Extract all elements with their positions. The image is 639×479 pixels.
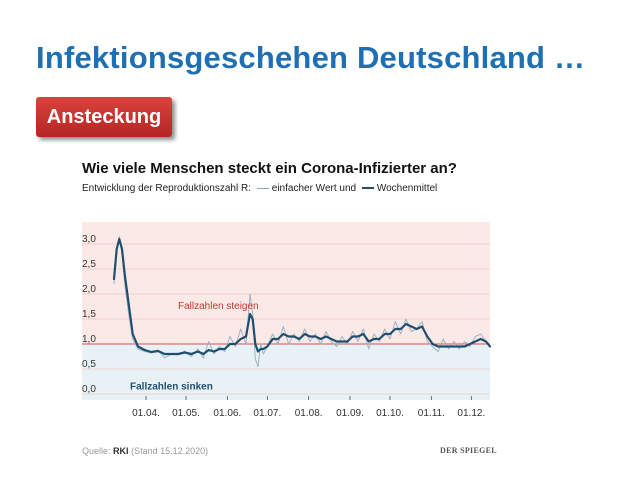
source-prefix: Quelle: [82, 446, 111, 456]
y-tick-label: 2,5 [82, 259, 96, 270]
chart-grid [82, 243, 490, 395]
x-tick-label: 01.12. [457, 408, 485, 419]
x-tick-label: 01.11. [418, 408, 445, 419]
chart-bands [82, 222, 490, 400]
section-badge: Ansteckung [36, 97, 172, 137]
series-line-weekly [112, 237, 492, 356]
x-axis-ticks: 01.04. 01.05. 01.06. 01.07. 01.08. 01.09. 01.1… [132, 396, 485, 419]
x-tick-label: 01.07. [253, 408, 281, 419]
x-tick-label: 01.08. [295, 408, 323, 419]
chart-series [112, 236, 492, 367]
y-axis-ticks: 0,0 0,5 1,0 1,5 2,0 2,5 3,0 [82, 234, 96, 395]
area-label-falling: Fallzahlen sinken [130, 382, 213, 393]
y-tick-label: 3,0 [82, 234, 96, 245]
chart-source: Quelle: RKI (Stand 15.12.2020) [82, 446, 208, 456]
x-tick-label: 01.10. [376, 408, 404, 419]
area-label-rising: Fallzahlen steigen [178, 301, 259, 312]
publisher-logo: DER SPIEGEL [440, 446, 497, 455]
area-labels: Fallzahlen steigen Fallzahlen sinken [130, 301, 259, 393]
y-tick-label: 1,5 [82, 309, 96, 320]
x-tick-label: 01.06. [213, 408, 241, 419]
band-rising [82, 222, 490, 344]
legend-weekly-swatch [361, 187, 374, 190]
slide-title: Infektionsgeschehen Deutschland … [36, 40, 586, 75]
y-tick-label: 1,0 [82, 334, 96, 345]
source-name: RKI [113, 446, 129, 456]
y-tick-label: 0,5 [82, 359, 96, 370]
legend-daily-swatch [256, 187, 269, 189]
x-tick-label: 01.04. [132, 408, 160, 419]
chart-title: Wie viele Menschen steckt ein Corona-Inf… [82, 160, 457, 177]
legend-weekly-label: Wochenmittel [376, 183, 438, 194]
chart-subtitle: Entwicklung der Reproduktionszahl R: ein… [82, 183, 437, 194]
y-tick-label: 2,0 [82, 284, 96, 295]
legend-daily-label: einfacher Wert und [271, 183, 357, 194]
source-date: (Stand 15.12.2020) [131, 446, 209, 456]
x-tick-label: 01.09. [336, 408, 364, 419]
x-tick-label: 01.05. [172, 408, 200, 419]
subtitle-start: Entwicklung der Reproduktionszahl R: [82, 183, 251, 194]
band-falling [82, 344, 490, 400]
y-tick-label: 0,0 [82, 384, 96, 395]
